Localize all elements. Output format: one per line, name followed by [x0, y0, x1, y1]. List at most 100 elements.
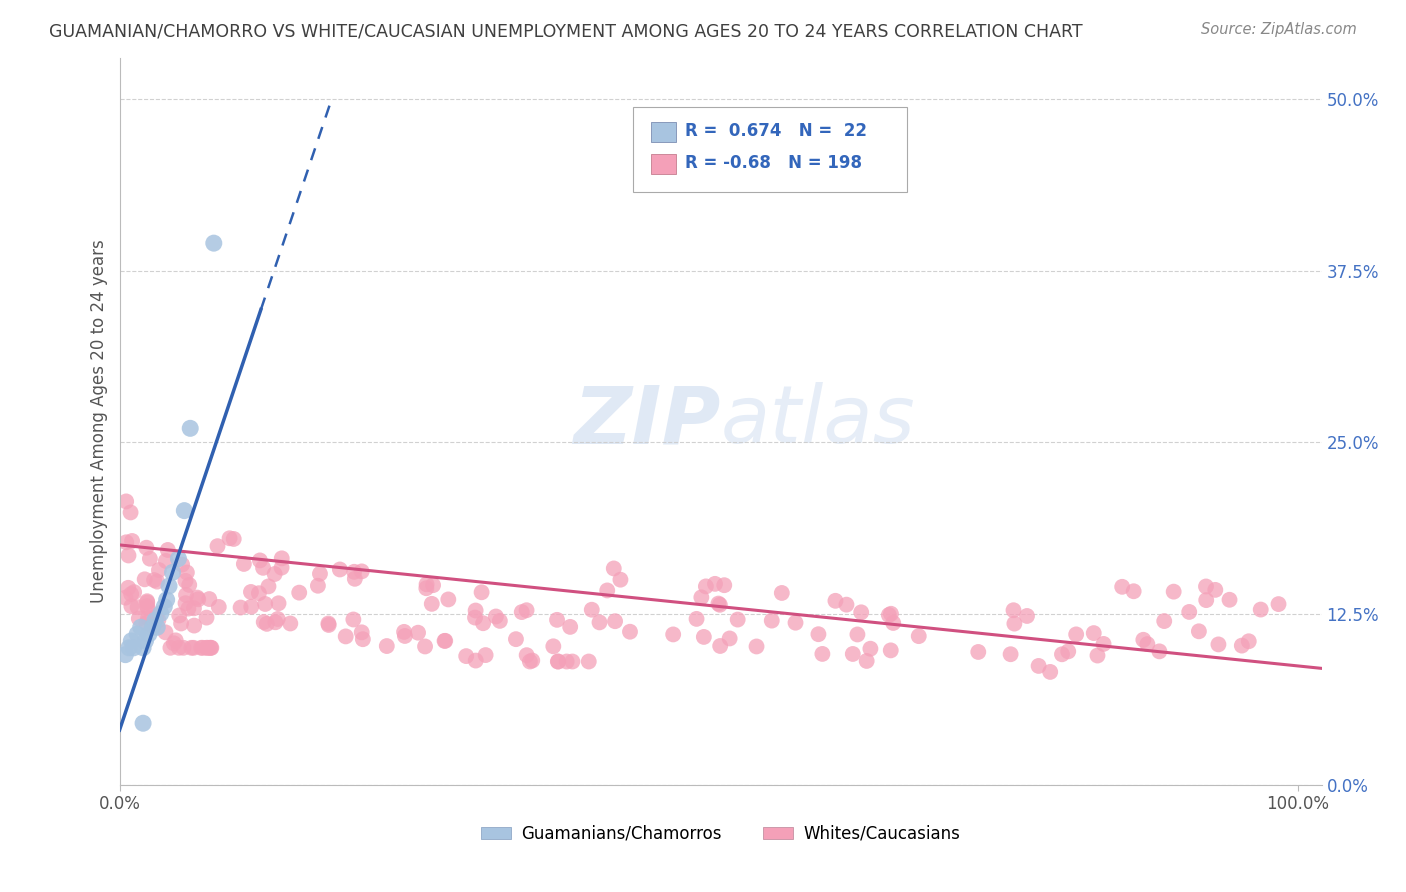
Point	[546, 613, 568, 627]
Point	[145, 609, 167, 624]
Point	[877, 607, 900, 622]
Point	[136, 594, 159, 608]
Point	[173, 503, 195, 517]
Point	[1083, 626, 1105, 640]
Point	[596, 583, 619, 598]
Point	[472, 616, 495, 631]
Point	[318, 618, 340, 632]
Point	[156, 592, 179, 607]
Point	[191, 640, 214, 655]
Text: GUAMANIAN/CHAMORRO VS WHITE/CAUCASIAN UNEMPLOYMENT AMONG AGES 20 TO 24 YEARS COR: GUAMANIAN/CHAMORRO VS WHITE/CAUCASIAN UN…	[49, 22, 1083, 40]
Point	[474, 648, 496, 662]
Point	[163, 636, 186, 650]
Point	[547, 655, 569, 669]
Point	[143, 573, 166, 587]
Point	[174, 574, 197, 588]
Point	[156, 543, 179, 558]
Point	[718, 632, 741, 646]
Point	[842, 647, 865, 661]
Point	[148, 613, 170, 627]
Point	[165, 633, 187, 648]
Point	[603, 561, 626, 575]
Point	[200, 640, 222, 655]
Point	[198, 592, 221, 607]
Point	[240, 599, 263, 614]
Point	[222, 532, 245, 546]
Point	[121, 533, 143, 548]
Point	[135, 541, 157, 555]
Point	[1002, 616, 1025, 631]
Point	[329, 562, 352, 576]
Point	[257, 579, 280, 593]
Point	[132, 716, 155, 731]
Point	[394, 629, 416, 643]
Point	[464, 603, 486, 617]
Point	[392, 624, 415, 639]
Point	[267, 612, 290, 626]
Point	[456, 649, 478, 664]
Legend: Guamanians/Chamorros, Whites/Caucasians: Guamanians/Chamorros, Whites/Caucasians	[474, 818, 967, 849]
Point	[186, 591, 208, 605]
Point	[135, 616, 157, 631]
Point	[761, 614, 783, 628]
Point	[516, 603, 538, 617]
Point	[770, 586, 793, 600]
Text: R =  0.674   N =  22: R = 0.674 N = 22	[685, 122, 866, 140]
Point	[709, 639, 731, 653]
Point	[122, 640, 145, 655]
Point	[127, 627, 149, 641]
Point	[115, 535, 138, 549]
Point	[1064, 627, 1087, 641]
Point	[560, 620, 582, 634]
Point	[149, 607, 172, 621]
Point	[120, 506, 142, 520]
Point	[343, 572, 366, 586]
Point	[588, 615, 610, 630]
Point	[662, 627, 685, 641]
Text: Source: ZipAtlas.com: Source: ZipAtlas.com	[1201, 22, 1357, 37]
Point	[464, 654, 486, 668]
Point	[1000, 647, 1022, 661]
Text: R = -0.68   N = 198: R = -0.68 N = 198	[685, 154, 862, 172]
Point	[547, 655, 569, 669]
Point	[141, 618, 163, 632]
Point	[253, 615, 276, 629]
Point	[807, 627, 830, 641]
Point	[129, 620, 152, 634]
Point	[174, 588, 197, 602]
Point	[179, 578, 201, 592]
Point	[489, 614, 512, 628]
Point	[1092, 637, 1115, 651]
Point	[127, 600, 149, 615]
Point	[155, 625, 177, 640]
Point	[318, 616, 340, 631]
Point	[434, 633, 457, 648]
Point	[120, 599, 142, 614]
Point	[195, 610, 218, 624]
Point	[122, 585, 145, 599]
Point	[153, 599, 176, 614]
Point	[578, 655, 600, 669]
Point	[264, 615, 287, 630]
Point	[1149, 644, 1171, 658]
Point	[183, 640, 205, 655]
Point	[880, 643, 903, 657]
Point	[846, 627, 869, 641]
Point	[415, 581, 437, 595]
Point	[288, 585, 311, 599]
Point	[195, 640, 218, 655]
Point	[375, 639, 398, 653]
Point	[136, 599, 159, 614]
Point	[1188, 624, 1211, 639]
Y-axis label: Unemployment Among Ages 20 to 24 years: Unemployment Among Ages 20 to 24 years	[90, 240, 108, 603]
Point	[811, 647, 834, 661]
Point	[413, 640, 436, 654]
Point	[114, 648, 136, 662]
Point	[420, 597, 443, 611]
Point	[561, 655, 583, 669]
Point	[128, 611, 150, 625]
Point	[709, 598, 731, 612]
Point	[167, 608, 190, 623]
Point	[187, 592, 209, 607]
Point	[202, 236, 225, 251]
